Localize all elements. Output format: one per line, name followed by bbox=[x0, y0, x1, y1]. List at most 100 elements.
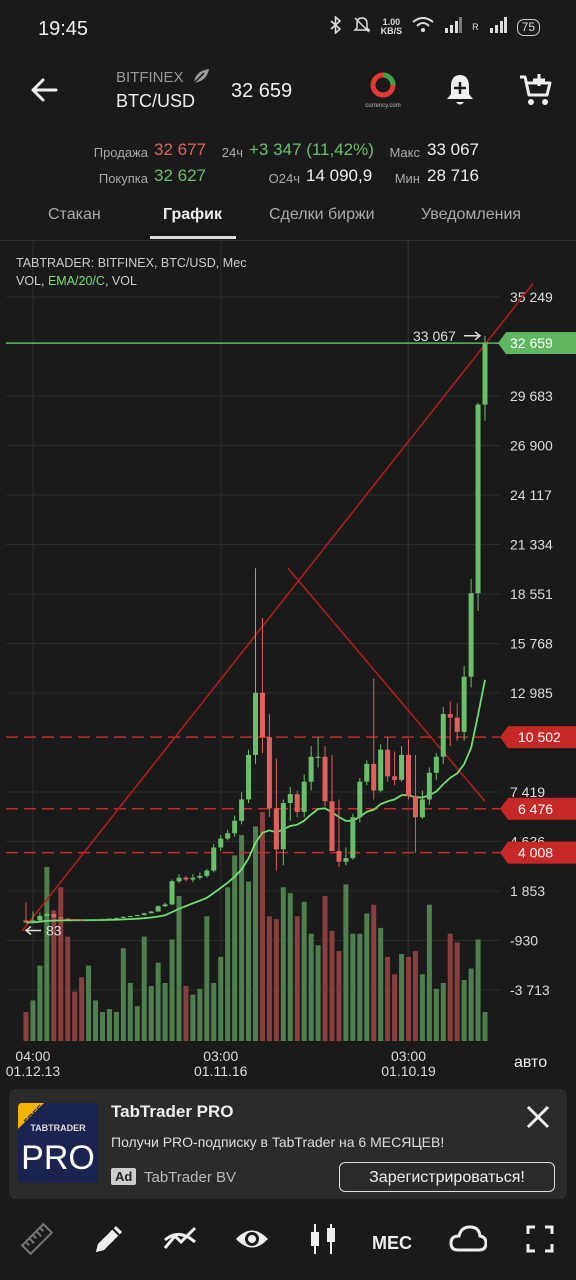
price-chart[interactable]: 35 249 29 683 26 900 24 117 21 334 18 551 15 7… bbox=[0, 241, 576, 1091]
signal-icon-2 bbox=[489, 17, 507, 37]
candle-body bbox=[343, 858, 349, 862]
candlestick-icon bbox=[311, 1224, 335, 1254]
volume-bar bbox=[183, 985, 189, 1041]
cloud-icon bbox=[449, 1225, 488, 1252]
net-speed: 1.00 KB/S bbox=[380, 17, 403, 36]
currency-com-logo[interactable]: currency.com bbox=[362, 72, 404, 112]
volume-bar bbox=[301, 901, 307, 1041]
x-tick-time: 03:00 bbox=[203, 1048, 238, 1064]
sell-value: 32 677 bbox=[154, 140, 206, 159]
volume-bar bbox=[343, 884, 349, 1041]
chart-canvas[interactable]: 35 249 29 683 26 900 24 117 21 334 18 551 15 7… bbox=[0, 241, 576, 1091]
price-level-label: 10 502 bbox=[518, 729, 561, 745]
candle-body bbox=[482, 343, 488, 405]
candle-body bbox=[440, 714, 446, 757]
ad-close-button[interactable] bbox=[524, 1103, 552, 1136]
auto-scale-label: авто bbox=[514, 1054, 547, 1071]
volume-bar bbox=[482, 1012, 488, 1041]
battery-icon: 75 bbox=[516, 18, 540, 36]
price-level-label: 6 476 bbox=[518, 801, 553, 817]
fullscreen-button[interactable] bbox=[525, 1222, 555, 1261]
candle-body bbox=[51, 913, 57, 918]
volume-bar bbox=[211, 983, 217, 1041]
x-tick-time: 03:00 bbox=[391, 1048, 426, 1064]
ad-banner[interactable]: FREE TABTRADER PRO TabTrader PRO Получи … bbox=[9, 1089, 567, 1199]
volume-bar bbox=[44, 867, 50, 1041]
candle-body bbox=[336, 851, 342, 862]
volume-bar bbox=[406, 956, 411, 1041]
volume-bar bbox=[239, 835, 245, 1041]
tab-chart[interactable]: График bbox=[163, 206, 222, 223]
y-tick-label: -3 713 bbox=[510, 982, 550, 998]
cloud-button[interactable] bbox=[449, 1222, 488, 1261]
candle-body bbox=[65, 918, 71, 920]
timeframe-button[interactable]: МЕС bbox=[372, 1233, 412, 1253]
candle-body bbox=[315, 756, 321, 758]
cart-plus-icon bbox=[520, 74, 552, 105]
candle-body bbox=[58, 917, 64, 919]
candle-body bbox=[419, 799, 425, 818]
add-to-portfolio-button[interactable] bbox=[518, 72, 554, 113]
register-button[interactable]: Зарегистрироваться! bbox=[339, 1162, 555, 1192]
candle-body bbox=[433, 756, 439, 773]
candle-body bbox=[162, 904, 168, 907]
candle-body bbox=[155, 906, 161, 912]
volume-bar bbox=[79, 977, 85, 1041]
candle-body bbox=[211, 847, 217, 871]
candle-body bbox=[225, 833, 231, 839]
tab-order-book[interactable]: Стакан bbox=[48, 206, 101, 223]
ruler-button[interactable] bbox=[20, 1222, 54, 1261]
candle-body bbox=[378, 749, 384, 791]
volume-bar bbox=[399, 954, 405, 1041]
candle-body bbox=[72, 919, 78, 921]
buy-label: Покупка bbox=[98, 171, 148, 186]
volume-bar bbox=[162, 983, 168, 1041]
x-tick-date: 01.12.13 bbox=[6, 1063, 61, 1079]
tabtrader-pro-logo: FREE TABTRADER PRO bbox=[18, 1103, 98, 1183]
volume-bar bbox=[134, 1006, 140, 1041]
price-level-tag bbox=[508, 726, 576, 749]
volume-bar bbox=[106, 1009, 112, 1041]
candle-body bbox=[37, 915, 43, 921]
ad-badge: Ad bbox=[111, 1168, 137, 1185]
sell-label: Продажа bbox=[93, 145, 148, 160]
volume-bar bbox=[246, 881, 252, 1041]
candle-body bbox=[169, 881, 175, 905]
active-tab-indicator bbox=[150, 236, 236, 239]
volume-bar bbox=[51, 910, 57, 1041]
volume-bar bbox=[120, 948, 126, 1041]
add-alert-button[interactable] bbox=[444, 72, 476, 113]
volume-bar bbox=[169, 939, 175, 1041]
tab-trades[interactable]: Сделки биржи bbox=[269, 206, 375, 223]
candle-body bbox=[141, 913, 147, 916]
chart-type-button[interactable] bbox=[306, 1222, 340, 1261]
tab-bar: Стакан График Сделки биржи Уведомления bbox=[0, 196, 576, 241]
volume-bar bbox=[364, 913, 370, 1041]
visibility-button[interactable] bbox=[234, 1222, 270, 1261]
chart-title: TABTRADER: BITFINEX, BTC/USD, Мес bbox=[16, 256, 247, 270]
volume-bar bbox=[253, 826, 258, 1041]
status-bar: 19:45 1.00 KB/S R 75 bbox=[0, 0, 576, 58]
candle-body bbox=[259, 692, 265, 738]
y-tick-label: 21 334 bbox=[510, 537, 553, 553]
volume-value: 14 090,9 bbox=[306, 166, 373, 185]
candle-body bbox=[120, 916, 126, 918]
draw-button[interactable] bbox=[92, 1222, 126, 1261]
bottom-toolbar: МЕС bbox=[0, 1206, 576, 1280]
candle-body bbox=[287, 794, 293, 804]
indicators-button[interactable] bbox=[163, 1222, 197, 1261]
volume-bar bbox=[141, 936, 147, 1041]
ad-text: Получи PRO-подписку в TabTrader на 6 МЕС… bbox=[111, 1134, 445, 1150]
volume-bar bbox=[37, 965, 43, 1041]
back-button[interactable] bbox=[28, 74, 60, 111]
candle-body bbox=[113, 917, 119, 919]
bell-plus-icon bbox=[447, 75, 473, 105]
volume-bar bbox=[65, 936, 71, 1041]
candle-body bbox=[301, 781, 307, 812]
price-level-tag-arrow bbox=[500, 797, 508, 820]
volume-bar bbox=[447, 933, 453, 1041]
tab-alerts[interactable]: Уведомления bbox=[421, 206, 522, 223]
candle-body bbox=[30, 920, 36, 923]
ad-title: TabTrader PRO bbox=[111, 1102, 234, 1121]
volume-bar bbox=[58, 887, 64, 1041]
